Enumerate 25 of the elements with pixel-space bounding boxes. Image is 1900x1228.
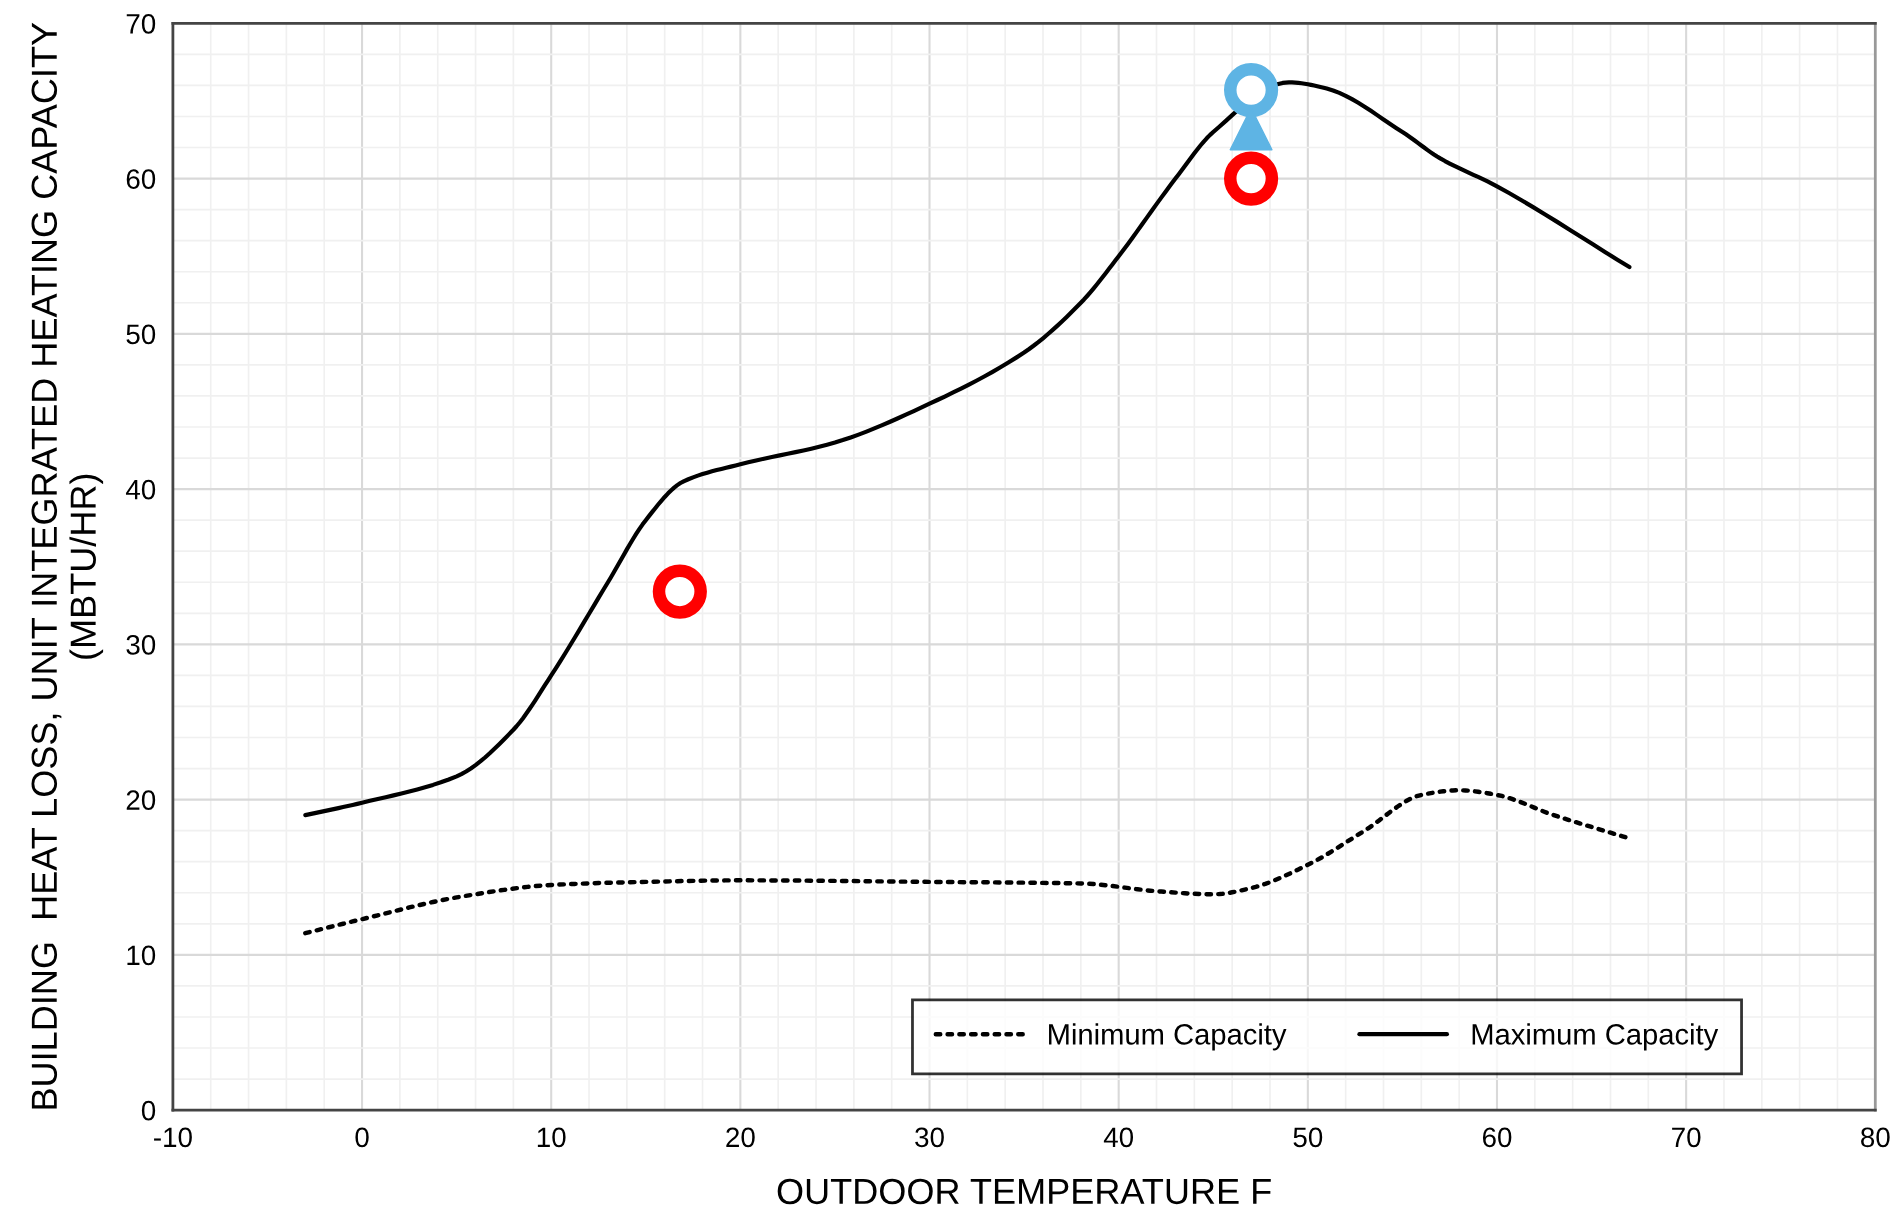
x-tick-label: 0 xyxy=(355,1127,369,1148)
y-tick-label: 40 xyxy=(125,479,156,500)
x-tick-label: 20 xyxy=(726,1127,755,1148)
x-tick-label: 40 xyxy=(1103,1127,1134,1148)
x-tick-label: 80 xyxy=(1861,1127,1890,1148)
y-tick-label: 70 xyxy=(126,14,156,34)
y-tick-label: 50 xyxy=(126,324,156,345)
point xyxy=(1224,151,1279,206)
x-tick-label: 10 xyxy=(537,1127,566,1148)
x-tick-label: 70 xyxy=(1672,1127,1701,1148)
x-tick-label: 30 xyxy=(915,1127,944,1148)
legend-label: Maximum Capacity xyxy=(1472,1023,1719,1051)
y-tick-label: 0 xyxy=(141,1100,156,1121)
point xyxy=(1224,63,1279,118)
y-tick-label: 10 xyxy=(127,945,156,966)
y-tick-label: 60 xyxy=(126,169,156,189)
y-axis-title: BUILDING HEAT LOSS, UNIT INTEGRATED HEATING CAPACITY (MBTU/HR) xyxy=(31,22,104,1109)
y-tick-label: 30 xyxy=(126,635,156,655)
x-tick-label: 60 xyxy=(1482,1127,1512,1148)
point xyxy=(652,564,707,619)
y-tick-label: 20 xyxy=(126,790,156,810)
x-tick-label: -10 xyxy=(154,1127,192,1148)
x-tick-label: 50 xyxy=(1293,1127,1323,1148)
x-axis-title: OUTDOOR TEMPERATURE F xyxy=(777,1178,1271,1205)
legend-label: Minimum Capacity xyxy=(1049,1023,1287,1051)
